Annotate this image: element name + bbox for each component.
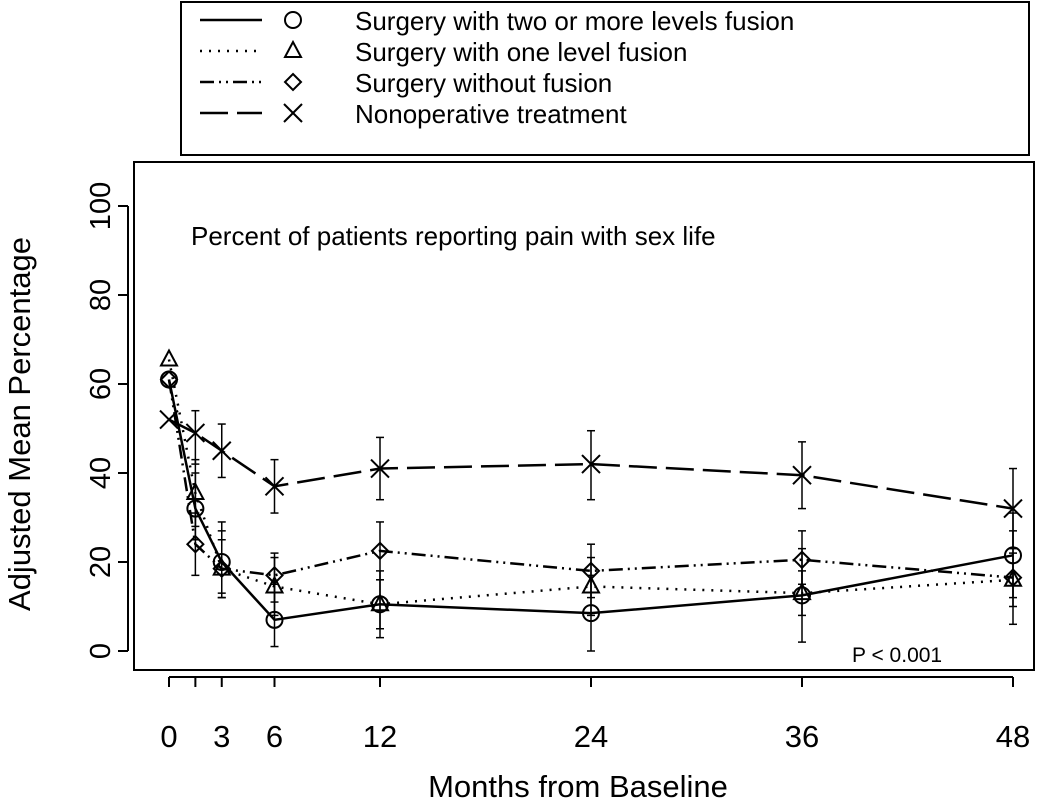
- y-tick-label: 40: [85, 457, 117, 489]
- x-tick-label: 6: [266, 719, 283, 754]
- error-bar: [191, 409, 200, 465]
- data-point: [792, 582, 812, 601]
- legend-label-1: Surgery with two or more levels fusion: [355, 6, 794, 36]
- y-tick-label: 80: [85, 279, 117, 311]
- series-line: [167, 379, 1014, 622]
- x-tick-label: 48: [996, 719, 1030, 754]
- series-line: [167, 359, 1014, 606]
- data-point: [185, 534, 205, 554]
- data-point: [159, 370, 179, 389]
- x-tick-label: 12: [363, 719, 397, 754]
- x-axis-title: Months from Baseline: [428, 769, 728, 802]
- data-point: [185, 423, 206, 443]
- data-point: [792, 465, 812, 485]
- series-3: [159, 370, 1023, 626]
- y-tick-label: 60: [85, 368, 117, 400]
- data-point: [1003, 498, 1023, 519]
- chart-annotation: Percent of patients reporting pain with …: [191, 221, 716, 251]
- data-point: [185, 481, 206, 501]
- series-line: [168, 418, 1014, 510]
- error-bar: [270, 552, 279, 603]
- error-bar: [587, 543, 595, 599]
- legend: Surgery with two or more levels fusion S…: [180, 1, 1030, 156]
- x-tick-label: 36: [785, 719, 819, 754]
- data-point: [370, 593, 390, 612]
- legend-label-3: Surgery without fusion: [355, 68, 612, 98]
- data-point: [1003, 568, 1023, 587]
- data-point: [212, 559, 232, 579]
- data-point: [370, 541, 390, 561]
- x-tick-label: 0: [160, 719, 177, 754]
- data-point: [265, 565, 284, 585]
- p-value: P < 0.001: [852, 644, 942, 667]
- data-point: [370, 458, 390, 479]
- plot-area: [133, 161, 1035, 671]
- x-tick-label: 3: [213, 719, 230, 754]
- legend-marker-4: [283, 103, 303, 123]
- legend-label-2: Surgery with one level fusion: [355, 37, 687, 67]
- legend-marker-1: [284, 11, 302, 29]
- series-4: [159, 409, 1023, 550]
- data-point: [792, 550, 812, 570]
- legend-box: [180, 1, 1030, 156]
- data-point: [212, 441, 232, 461]
- y-tick-label: 20: [85, 546, 117, 578]
- legend-label-4: Nonoperative treatment: [355, 99, 627, 129]
- y-tick-label: 0: [85, 643, 117, 659]
- error-bar: [798, 530, 806, 585]
- data-point: [159, 348, 179, 367]
- legend-marker-2: [283, 39, 303, 58]
- data-point: [581, 561, 601, 581]
- y-tick-label: 100: [85, 182, 117, 230]
- data-point: [264, 476, 285, 497]
- x-tick-label: 24: [574, 719, 608, 754]
- data-point: [159, 409, 179, 430]
- y-axis-title: Adjusted Mean Percentage: [2, 237, 37, 611]
- legend-marker-3: [283, 72, 303, 92]
- data-point: [581, 454, 601, 474]
